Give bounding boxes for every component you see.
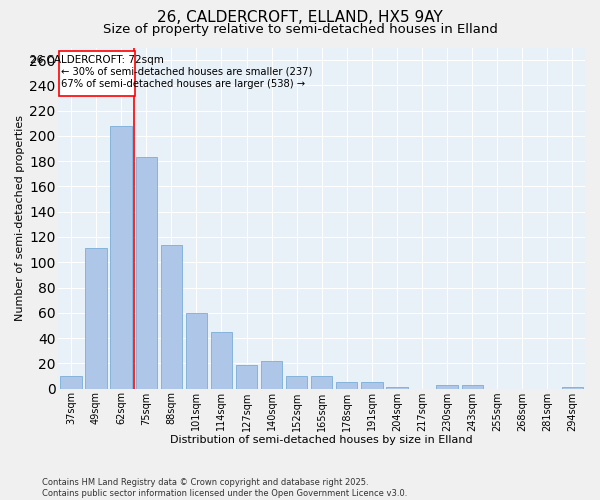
Y-axis label: Number of semi-detached properties: Number of semi-detached properties [15, 115, 25, 321]
Bar [336, 382, 358, 388]
Bar [185, 313, 207, 388]
Bar [211, 332, 232, 388]
Text: 26, CALDERCROFT, ELLAND, HX5 9AY: 26, CALDERCROFT, ELLAND, HX5 9AY [157, 10, 443, 25]
Bar [461, 385, 483, 388]
X-axis label: Distribution of semi-detached houses by size in Elland: Distribution of semi-detached houses by … [170, 435, 473, 445]
Bar [110, 126, 132, 388]
Bar [311, 376, 332, 388]
Text: Size of property relative to semi-detached houses in Elland: Size of property relative to semi-detach… [103, 22, 497, 36]
Bar [261, 361, 282, 388]
FancyBboxPatch shape [59, 52, 136, 96]
Text: 67% of semi-detached houses are larger (538) →: 67% of semi-detached houses are larger (… [61, 79, 305, 89]
Bar [61, 376, 82, 388]
Bar [436, 385, 458, 388]
Bar [85, 248, 107, 388]
Bar [286, 376, 307, 388]
Bar [361, 382, 383, 388]
Text: ← 30% of semi-detached houses are smaller (237): ← 30% of semi-detached houses are smalle… [61, 66, 313, 76]
Bar [136, 158, 157, 388]
Bar [161, 244, 182, 388]
Text: 26 CALDERCROFT: 72sqm: 26 CALDERCROFT: 72sqm [30, 55, 164, 65]
Text: Contains HM Land Registry data © Crown copyright and database right 2025.
Contai: Contains HM Land Registry data © Crown c… [42, 478, 407, 498]
Bar [236, 364, 257, 388]
